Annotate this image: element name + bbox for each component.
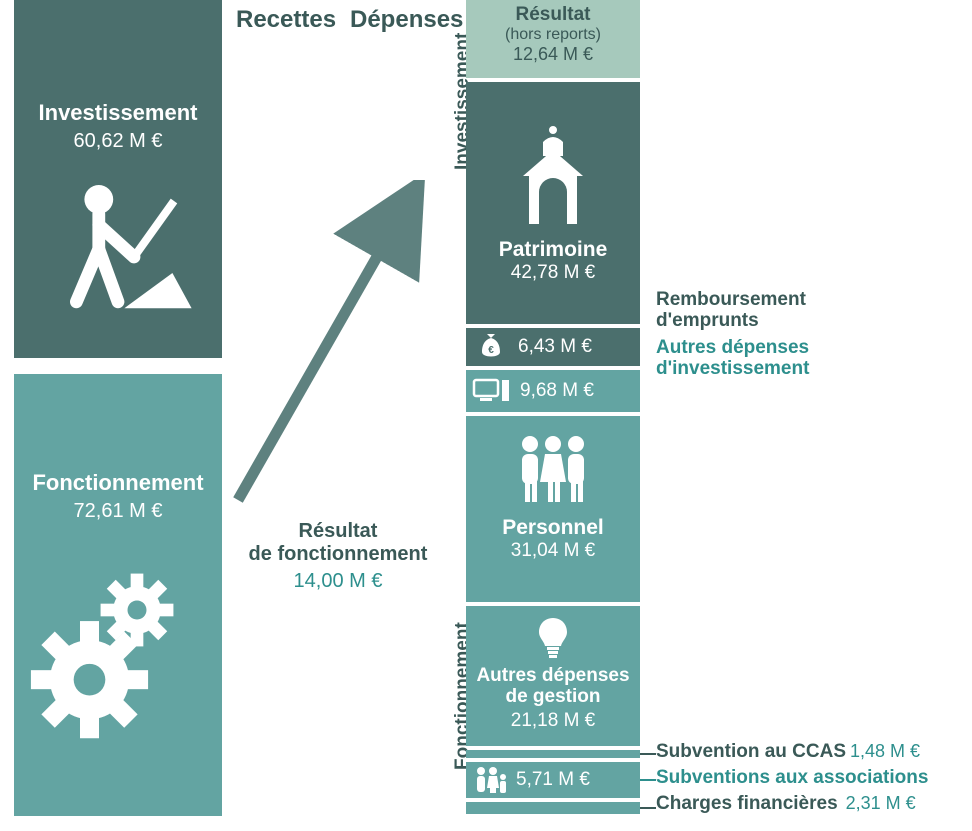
resultat-fonctionnement-label: Résultat de fonctionnement 14,00 M € xyxy=(228,520,448,593)
right-remb-emprunts-block: € 6,43 M € xyxy=(466,328,640,366)
right-charges-fin-block xyxy=(466,802,640,814)
left-investissement-title: Investissement xyxy=(14,100,222,126)
left-fonctionnement-block: Fonctionnement 72,61 M € xyxy=(14,374,222,816)
left-investissement-value: 60,62 M € xyxy=(14,130,222,153)
right-patrimoine-block: Patrimoine 42,78 M € xyxy=(466,82,640,324)
right-subv-assoc-block: 5,71 M € xyxy=(466,762,640,798)
arrow-icon xyxy=(218,180,438,520)
family-icon xyxy=(472,766,508,794)
left-fonctionnement-value: 72,61 M € xyxy=(14,500,222,523)
label-charges-fin: Charges financières 2,31 M € xyxy=(656,794,916,815)
label-subv-ccas: Subvention au CCAS 1,48 M € xyxy=(656,742,920,763)
header-recettes: Recettes xyxy=(236,6,336,34)
left-fonctionnement-title: Fonctionnement xyxy=(14,470,222,496)
computer-icon xyxy=(472,376,512,406)
people-icon xyxy=(508,430,598,510)
moneybag-icon: € xyxy=(474,332,508,362)
label-remb-emprunts: Remboursement d'emprunts xyxy=(656,290,806,332)
gears-icon xyxy=(23,553,213,743)
digging-icon xyxy=(38,177,198,337)
right-resultat-block: Résultat (hors reports) 12,64 M € xyxy=(466,0,640,78)
label-subv-assoc: Subventions aux associations xyxy=(656,768,928,789)
svg-text:€: € xyxy=(488,345,494,356)
right-autres-gestion-block: Autres dépenses de gestion 21,18 M € xyxy=(466,606,640,746)
lightbulb-icon xyxy=(533,614,573,662)
header-depenses: Dépenses xyxy=(350,6,463,34)
right-autres-inv-block: 9,68 M € xyxy=(466,370,640,412)
label-autres-inv: Autres dépenses d'investissement xyxy=(656,338,809,380)
left-investissement-block: Investissement 60,62 M € xyxy=(14,0,222,358)
right-subv-ccas-block xyxy=(466,750,640,758)
building-icon xyxy=(503,122,603,232)
right-personnel-block: Personnel 31,04 M € xyxy=(466,416,640,602)
